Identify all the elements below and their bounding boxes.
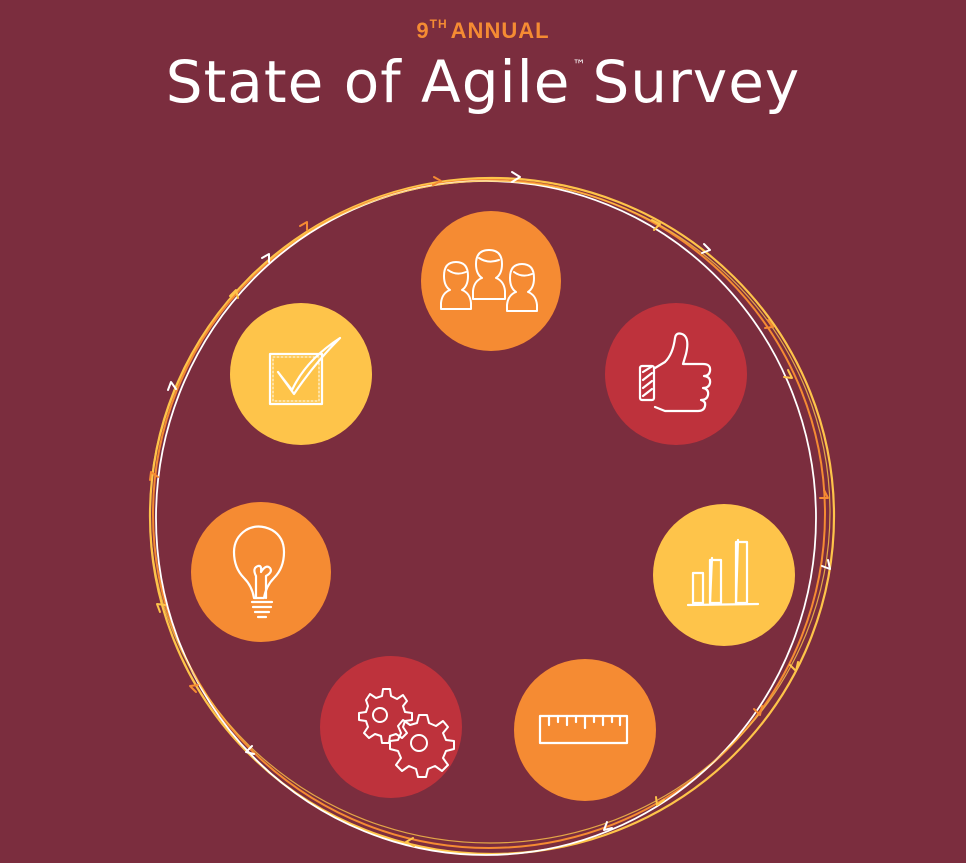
arrow-20 [261,253,270,263]
gears-circle [320,656,462,798]
title-part-1: State of Agile [165,48,571,116]
lightbulb-circle [191,502,331,642]
edition-suffix: TH [429,16,448,31]
arrow-4 [701,243,711,254]
checkbox-circle [230,303,372,445]
arrow-9 [789,661,799,672]
page-title: State of Agile ™ Survey [0,48,966,116]
edition-heading: 9TH ANNUAL [0,16,966,44]
checkbox-icon [268,336,342,406]
ruler-icon [538,714,629,745]
lightbulb-icon [232,525,286,619]
arrow-6 [783,369,793,379]
team-icon [440,249,538,312]
thumbs-up-circle [605,303,747,445]
arrow-10 [753,705,763,716]
ruler-circle [514,659,656,801]
arrow-17 [149,471,159,481]
title-part-2: Survey [592,48,801,116]
team-circle [421,211,561,351]
cycle-ring [148,176,836,856]
arrow-11 [655,796,665,806]
arrow-5 [764,319,774,329]
arrow-21 [299,221,308,231]
thumbs-up-icon [638,332,712,413]
arrow-15 [189,684,199,693]
arrow-2 [432,176,442,186]
arrow-13 [405,837,415,847]
arrow-12 [603,821,613,831]
bar-chart-circle [653,504,795,646]
arrow-7 [819,489,829,499]
edition-number: 9 [416,18,430,43]
arrow-1 [511,171,521,183]
ring-arrows [149,171,831,847]
arrow-8 [821,559,831,570]
gears-icon [358,688,455,778]
edition-label: ANNUAL [450,18,550,43]
arrow-3 [651,219,661,231]
arrow-14 [245,745,255,755]
arrow-16 [156,603,166,613]
arrow-18 [167,381,177,391]
arrow-19 [229,289,239,299]
trademark-mark: ™ [572,58,587,73]
bar-chart-icon [686,538,760,607]
